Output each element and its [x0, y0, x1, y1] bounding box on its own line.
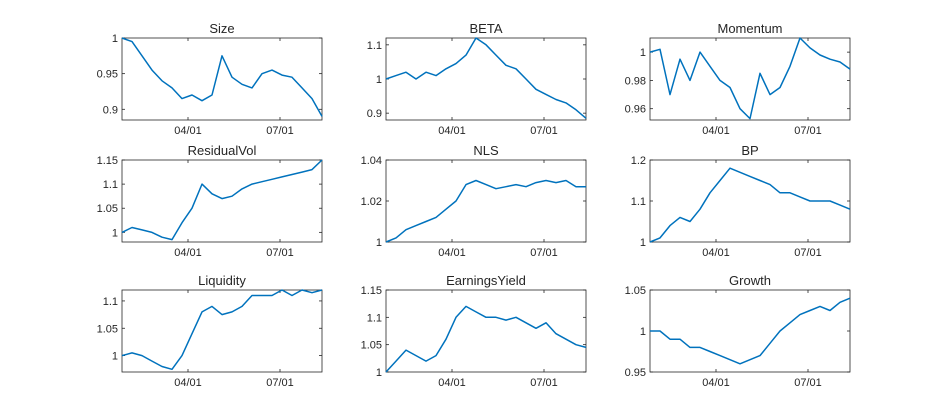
chart-title-beta: BETA	[470, 21, 503, 36]
x-tick-label-momentum: 07/01	[794, 125, 822, 137]
axes-box-size	[121, 37, 323, 121]
x-tick-label-bp: 04/01	[702, 247, 730, 259]
y-tick-label-beta: 1	[376, 74, 382, 86]
axes-box-momentum	[649, 37, 851, 121]
x-tick-label-liquidity: 04/01	[174, 377, 202, 389]
x-tick-label-residualvol: 07/01	[266, 247, 294, 259]
x-tick-label-earningsyield: 04/01	[438, 377, 466, 389]
subplot-size: Size 0.9 0.95 1 04/01 07/01	[97, 21, 323, 137]
series-line-size	[121, 37, 323, 117]
y-tick-label-residualvol: 1.1	[103, 179, 118, 191]
x-tick-label-size: 07/01	[266, 125, 294, 137]
series-line-beta	[385, 37, 587, 119]
series-line-earningsyield	[385, 305, 587, 373]
axes-box-liquidity	[121, 289, 323, 373]
series-line-residualvol	[121, 159, 323, 241]
x-tick-label-residualvol: 04/01	[174, 247, 202, 259]
x-tick-label-beta: 04/01	[438, 125, 466, 137]
axes-box-residualvol	[121, 159, 323, 243]
subplot-momentum: Momentum 0.96 0.98 1 04/01 07/01	[625, 21, 851, 137]
subplot-nls: NLS 1 1.02 1.04 04/01 07/01	[361, 143, 587, 259]
chart-title-size: Size	[209, 21, 234, 36]
y-tick-label-nls: 1.04	[361, 155, 382, 167]
series-line-liquidity	[121, 289, 323, 371]
y-tick-label-liquidity: 1	[112, 351, 118, 363]
y-tick-label-beta: 0.9	[367, 108, 382, 120]
x-tick-label-liquidity: 07/01	[266, 377, 294, 389]
y-tick-label-earningsyield: 1.15	[361, 285, 382, 297]
y-tick-label-bp: 1.2	[631, 155, 646, 167]
chart-title-bp: BP	[741, 143, 758, 158]
y-tick-label-residualvol: 1	[112, 227, 118, 239]
subplot-residualvol: ResidualVol 1 1.05 1.1 1.15 04/01 07/01	[97, 143, 323, 259]
chart-title-residualvol: ResidualVol	[188, 143, 257, 158]
y-tick-label-nls: 1	[376, 237, 382, 249]
series-line-momentum	[649, 37, 851, 120]
y-tick-label-beta: 1.1	[367, 40, 382, 52]
y-tick-label-residualvol: 1.15	[97, 155, 118, 167]
y-tick-label-growth: 0.95	[625, 367, 646, 379]
axes-box-earningsyield	[385, 289, 587, 373]
subplot-beta: BETA 0.9 1 1.1 04/01 07/01	[367, 21, 587, 137]
y-tick-label-size: 0.9	[103, 104, 118, 116]
x-tick-label-nls: 07/01	[530, 247, 558, 259]
x-tick-label-beta: 07/01	[530, 125, 558, 137]
chart-title-liquidity: Liquidity	[198, 273, 246, 288]
axes-box-beta	[385, 37, 587, 121]
y-tick-label-bp: 1	[640, 237, 646, 249]
x-tick-label-nls: 04/01	[438, 247, 466, 259]
y-tick-label-size: 1	[112, 33, 118, 45]
x-tick-label-growth: 07/01	[794, 377, 822, 389]
y-tick-label-earningsyield: 1.05	[361, 340, 382, 352]
axes-box-growth	[649, 289, 851, 373]
subplot-liquidity: Liquidity 1 1.05 1.1 04/01 07/01	[97, 273, 323, 389]
y-tick-label-momentum: 0.96	[625, 104, 646, 116]
x-tick-label-momentum: 04/01	[702, 125, 730, 137]
y-tick-label-growth: 1.05	[625, 285, 646, 297]
y-tick-label-nls: 1.02	[361, 196, 382, 208]
y-tick-label-liquidity: 1.1	[103, 296, 118, 308]
subplot-bp: BP 1 1.1 1.2 04/01 07/01	[631, 143, 851, 259]
x-tick-label-growth: 04/01	[702, 377, 730, 389]
y-tick-label-momentum: 1	[640, 47, 646, 59]
series-line-bp	[649, 167, 851, 243]
series-line-growth	[650, 297, 851, 365]
chart-title-growth: Growth	[729, 273, 771, 288]
x-tick-label-size: 04/01	[174, 125, 202, 137]
y-tick-label-liquidity: 1.05	[97, 323, 118, 335]
y-tick-label-earningsyield: 1.1	[367, 312, 382, 324]
y-tick-label-earningsyield: 1	[376, 367, 382, 379]
x-tick-label-bp: 07/01	[794, 247, 822, 259]
y-tick-label-growth: 1	[640, 326, 646, 338]
x-tick-label-earningsyield: 07/01	[530, 377, 558, 389]
y-tick-label-residualvol: 1.05	[97, 203, 118, 215]
y-tick-label-momentum: 0.98	[625, 75, 646, 87]
subplot-earningsyield: EarningsYield 1 1.05 1.1 1.15 04/01 07/01	[361, 273, 587, 389]
y-tick-label-size: 0.95	[97, 69, 118, 81]
chart-title-earningsyield: EarningsYield	[446, 273, 526, 288]
y-tick-label-bp: 1.1	[631, 196, 646, 208]
chart-title-momentum: Momentum	[717, 21, 782, 36]
series-line-nls	[385, 179, 586, 243]
chart-title-nls: NLS	[473, 143, 499, 158]
subplot-growth: Growth 0.95 1 1.05 04/01 07/01	[625, 273, 851, 389]
axes-box-nls	[385, 159, 587, 243]
